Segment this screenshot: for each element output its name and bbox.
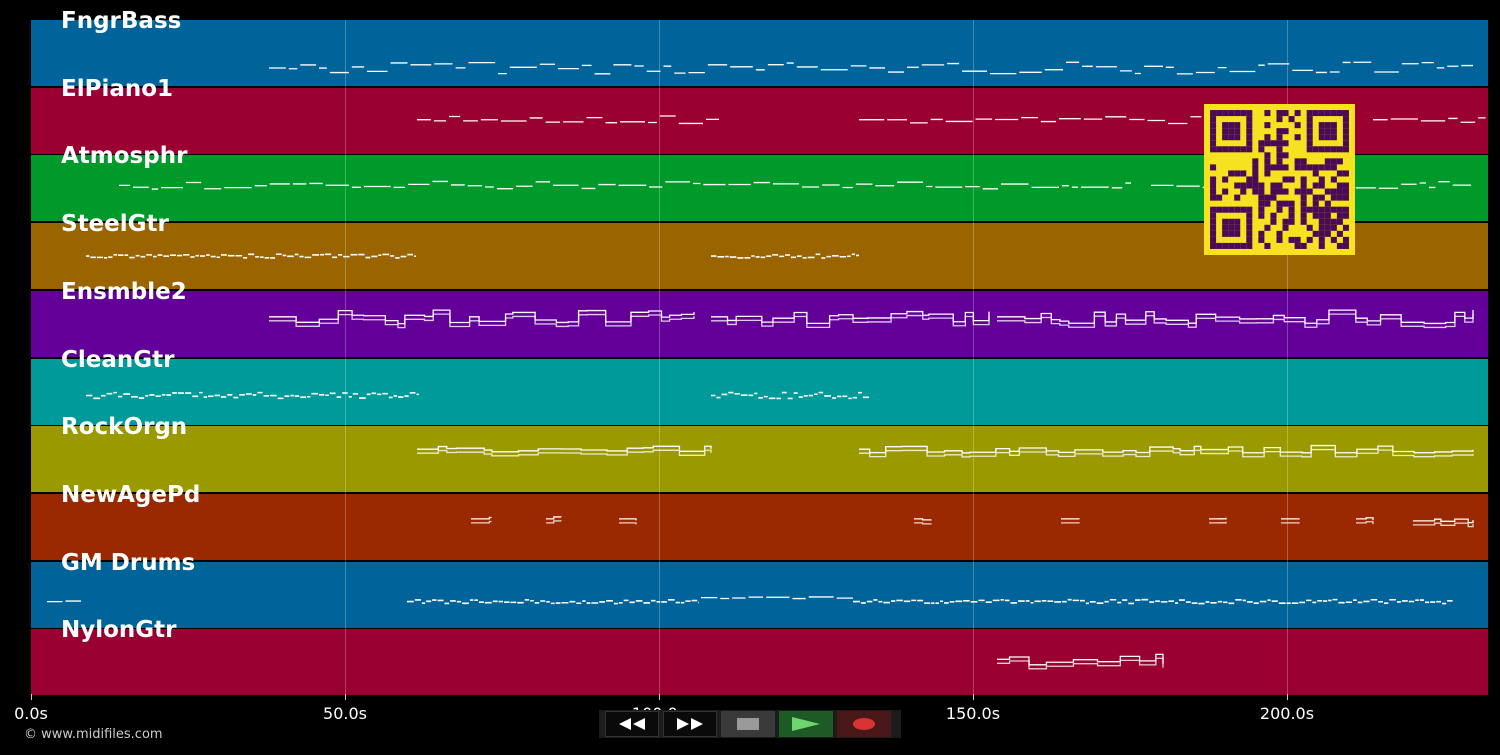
track-name: Atmosphr — [61, 143, 188, 170]
track-name: NylonGtr — [61, 617, 177, 644]
track-name: SteelGtr — [61, 211, 169, 238]
track-name: CleanGtr — [61, 346, 175, 373]
tick-mark — [345, 694, 346, 700]
rewind-icon — [619, 718, 645, 730]
track-lane[interactable]: NewAgePd — [31, 482, 1488, 560]
track-name: GM Drums — [61, 549, 196, 576]
qr-code-icon — [1204, 104, 1355, 255]
tick-mark — [973, 694, 974, 700]
stop-icon — [737, 718, 759, 730]
tick-mark — [659, 694, 660, 700]
record-icon — [853, 718, 875, 730]
track-name: ElPiano1 — [61, 75, 174, 102]
qr-code-pattern — [1210, 110, 1349, 249]
stop-button[interactable] — [721, 711, 775, 737]
track-name: NewAgePd — [61, 481, 201, 508]
tick-mark — [31, 694, 32, 700]
track-lane[interactable]: NylonGtr — [31, 617, 1488, 696]
fast-forward-icon — [677, 718, 703, 730]
track-name: FngrBass — [61, 8, 182, 34]
play-button[interactable] — [779, 711, 833, 737]
tick-label: 200.0s — [1259, 704, 1315, 723]
play-icon — [792, 717, 820, 731]
fast-forward-button[interactable] — [663, 711, 717, 737]
track-lane[interactable]: RockOrgn — [31, 414, 1488, 493]
tick-label: 0.0s — [14, 704, 48, 723]
tick-label: 50.0s — [323, 704, 367, 723]
transport-controls — [599, 710, 901, 738]
track-lane[interactable]: Ensmble2 — [31, 279, 1488, 357]
tick-mark — [1287, 694, 1288, 700]
record-button[interactable] — [837, 711, 891, 737]
track-name: RockOrgn — [61, 414, 188, 441]
track-lane[interactable]: FngrBass — [31, 8, 1488, 86]
rewind-button[interactable] — [605, 711, 659, 737]
copyright-text: © www.midifiles.com — [24, 727, 163, 742]
track-lane[interactable]: CleanGtr — [31, 347, 1488, 425]
track-lane[interactable]: GM Drums — [31, 550, 1488, 628]
tick-label: 150.0s — [945, 704, 1001, 723]
track-name: Ensmble2 — [61, 278, 187, 305]
